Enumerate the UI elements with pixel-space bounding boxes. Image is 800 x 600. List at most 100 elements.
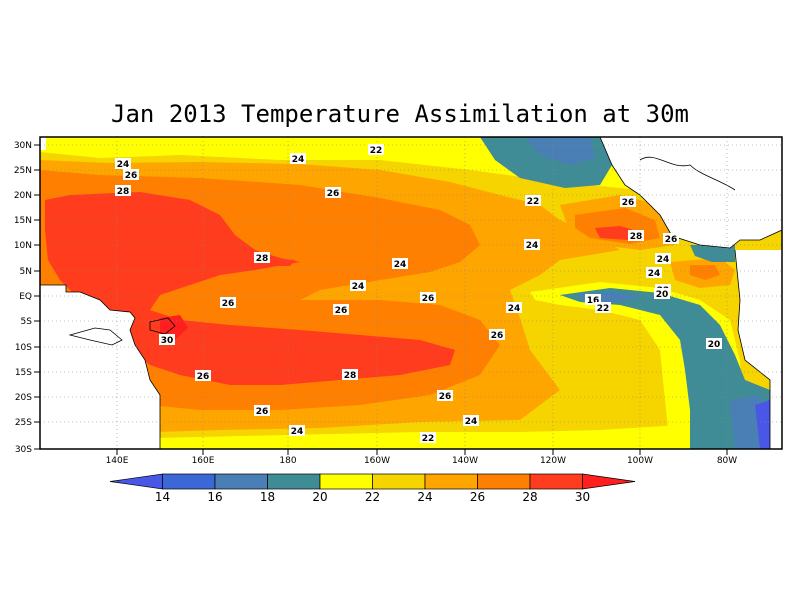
- latitude-ticks: 30N 25N 20N 15N 10N 5N EQ 5S 10S 15S 20S 25S 30S: [14, 141, 40, 455]
- band-lt14-south: [755, 400, 770, 449]
- contour-label: 22: [595, 302, 611, 314]
- lon-tick-label: 140E: [106, 456, 129, 466]
- contour-label: 26: [489, 329, 505, 341]
- contour-label-text: 26: [125, 171, 138, 181]
- contour-label: 30: [159, 334, 175, 346]
- contour-label: 28: [342, 369, 358, 381]
- contour-label-text: 24: [352, 282, 365, 292]
- colorbar-label: 20: [312, 490, 327, 504]
- colorbar-label: 14: [155, 490, 170, 504]
- lat-tick-label: 5S: [21, 317, 33, 327]
- contour-label-text: 24: [394, 260, 407, 270]
- lat-tick-label: 5N: [20, 267, 32, 277]
- lat-tick-label: 20N: [14, 191, 32, 201]
- colorbar-segment: [162, 473, 216, 490]
- contour-label: 24: [524, 239, 540, 251]
- contour-label-text: 28: [256, 254, 269, 264]
- contour-label-text: 26: [197, 372, 210, 382]
- lon-tick-label: 120W: [540, 456, 566, 466]
- land-asia-australia: [40, 137, 46, 150]
- contour-label: 22: [525, 195, 541, 207]
- contour-label-text: 22: [370, 146, 383, 156]
- colorbar-segment: [529, 473, 583, 490]
- contour-label-text: 22: [527, 197, 540, 207]
- lon-tick-label: 140W: [452, 456, 478, 466]
- contour-label-text: 30: [161, 336, 174, 346]
- contour-label-text: 28: [344, 371, 357, 381]
- contour-label: 20: [654, 288, 670, 300]
- contour-label-text: 26: [327, 189, 340, 199]
- contour-label: 26: [220, 297, 236, 309]
- contour-label: 22: [368, 144, 384, 156]
- colorbar: 14 16 18 20 22 24 26 28 30: [109, 473, 636, 504]
- contour-label: 28: [254, 252, 270, 264]
- contour-label: 26: [325, 187, 341, 199]
- colorbar-segment: [319, 473, 373, 490]
- contour-label-text: 26: [256, 407, 269, 417]
- colorbar-segment: [582, 473, 636, 490]
- contour-label: 28: [115, 185, 131, 197]
- contour-label: 26: [333, 304, 349, 316]
- contour-label: 24: [463, 415, 479, 427]
- contour-label-text: 24: [648, 269, 661, 279]
- contour-label: 26: [254, 405, 270, 417]
- contour-label-text: 24: [526, 241, 539, 251]
- contour-label-text: 20: [708, 340, 721, 350]
- colorbar-segment: [477, 473, 531, 490]
- contour-label-text: 28: [630, 232, 643, 242]
- lat-tick-label: 20S: [15, 393, 32, 403]
- band-28-30: [45, 192, 455, 385]
- band-28-30-pocket: [265, 258, 295, 266]
- contour-label-text: 16: [587, 296, 600, 306]
- colorbar-segment: [109, 473, 163, 490]
- contour-label: 24: [115, 158, 131, 170]
- contour-label: 24: [289, 425, 305, 437]
- contour-label: 26: [663, 233, 679, 245]
- band-18-20-central-america: [690, 245, 735, 262]
- contour-label: 28: [628, 230, 644, 242]
- colorbar-label: 18: [260, 490, 275, 504]
- contour-label-text: 26: [422, 294, 435, 304]
- lat-tick-label: 25N: [14, 166, 32, 176]
- colorbar-label: 22: [365, 490, 380, 504]
- contour-label-text: 26: [222, 299, 235, 309]
- contour-label: 22: [420, 432, 436, 444]
- land-maritime-continent: [40, 285, 160, 449]
- contour-label: 26: [123, 169, 139, 181]
- lat-tick-label: 30S: [15, 445, 32, 455]
- contour-label: 26: [437, 390, 453, 402]
- contour-label-text: 26: [439, 392, 452, 402]
- contour-label-text: 24: [657, 255, 670, 265]
- contour-label: 26: [620, 196, 636, 208]
- contour-label-text: 24: [465, 417, 478, 427]
- contour-label-text: 22: [422, 434, 435, 444]
- contour-label: 24: [655, 253, 671, 265]
- colorbar-label: 26: [470, 490, 485, 504]
- contour-label: 26: [195, 370, 211, 382]
- contour-label-text: 26: [622, 198, 635, 208]
- band-20-22-south: [155, 425, 680, 449]
- contour-label: 26: [420, 292, 436, 304]
- colorbar-segment: [267, 473, 321, 490]
- contour-label-text: 26: [491, 331, 504, 341]
- lon-tick-label: 160W: [364, 456, 390, 466]
- lat-tick-label: 15N: [14, 216, 32, 226]
- contour-label: 24: [646, 267, 662, 279]
- contour-label-text: 26: [335, 306, 348, 316]
- colorbar-label: 16: [207, 490, 222, 504]
- contour-label-text: 24: [292, 155, 305, 165]
- contour-label-text: 28: [117, 187, 130, 197]
- colorbar-segment: [372, 473, 426, 490]
- map-title: Jan 2013 Temperature Assimilation at 30m: [111, 100, 689, 128]
- contour-label-text: 24: [291, 427, 304, 437]
- contour-label: 24: [392, 258, 408, 270]
- contour-label-text: 24: [117, 160, 130, 170]
- colorbar-label: 24: [417, 490, 432, 504]
- contour-label: 24: [506, 302, 522, 314]
- contour-label-text: 24: [508, 304, 521, 314]
- longitude-ticks: 140E 160E 180 160W 140W 120W 100W 80W: [106, 449, 737, 466]
- lon-tick-label: 100W: [627, 456, 653, 466]
- lon-tick-label: 180: [279, 456, 296, 466]
- lat-tick-label: 10S: [15, 343, 32, 353]
